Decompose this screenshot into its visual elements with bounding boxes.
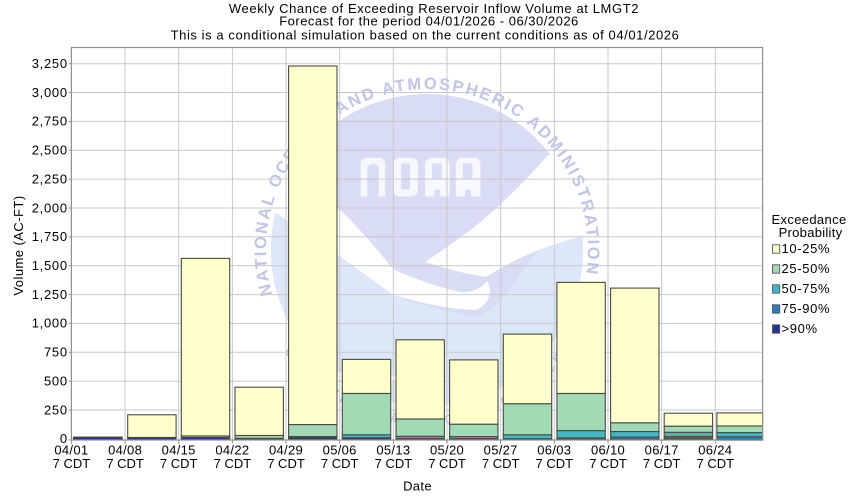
svg-text:500: 500 [44, 374, 68, 389]
svg-text:7 CDT: 7 CDT [482, 456, 520, 471]
svg-text:1,000: 1,000 [32, 316, 68, 331]
svg-text:250: 250 [44, 402, 68, 417]
svg-text:750: 750 [44, 345, 68, 360]
svg-text:Volume (AC-FT): Volume (AC-FT) [11, 195, 26, 295]
svg-text:7 CDT: 7 CDT [697, 456, 735, 471]
svg-text:04/08: 04/08 [108, 443, 142, 458]
svg-text:Exceedance: Exceedance [771, 212, 846, 227]
svg-text:7 CDT: 7 CDT [106, 456, 144, 471]
svg-text:04/15: 04/15 [162, 443, 196, 458]
svg-text:2,750: 2,750 [32, 114, 68, 129]
svg-text:Date: Date [403, 479, 432, 494]
svg-text:04/01: 04/01 [54, 443, 88, 458]
svg-text:Forecast for the period 04/01/: Forecast for the period 04/01/2026 - 06/… [279, 14, 579, 29]
svg-text:>90%: >90% [782, 321, 818, 336]
svg-text:04/22: 04/22 [215, 443, 249, 458]
svg-text:7 CDT: 7 CDT [267, 456, 305, 471]
svg-text:2,000: 2,000 [32, 200, 68, 215]
svg-text:1,750: 1,750 [32, 229, 68, 244]
svg-text:7 CDT: 7 CDT [428, 456, 466, 471]
svg-text:2,500: 2,500 [32, 143, 68, 158]
svg-text:06/17: 06/17 [645, 443, 679, 458]
svg-text:05/06: 05/06 [323, 443, 357, 458]
svg-text:7 CDT: 7 CDT [589, 456, 627, 471]
svg-text:50-75%: 50-75% [782, 281, 831, 296]
svg-text:Probability: Probability [779, 225, 843, 240]
svg-text:This is a conditional simulati: This is a conditional simulation based o… [171, 27, 680, 42]
svg-text:7 CDT: 7 CDT [375, 456, 413, 471]
svg-text:06/10: 06/10 [591, 443, 625, 458]
svg-text:04/29: 04/29 [269, 443, 303, 458]
svg-text:7 CDT: 7 CDT [643, 456, 681, 471]
svg-text:05/20: 05/20 [430, 443, 464, 458]
svg-text:3,250: 3,250 [32, 56, 68, 71]
svg-text:75-90%: 75-90% [782, 301, 831, 316]
svg-text:2,250: 2,250 [32, 171, 68, 186]
svg-text:06/24: 06/24 [698, 443, 732, 458]
svg-text:3,000: 3,000 [32, 85, 68, 100]
svg-text:7 CDT: 7 CDT [536, 456, 574, 471]
svg-text:1,250: 1,250 [32, 287, 68, 302]
svg-text:1,500: 1,500 [32, 258, 68, 273]
svg-text:05/27: 05/27 [484, 443, 518, 458]
svg-text:05/13: 05/13 [376, 443, 410, 458]
svg-text:7 CDT: 7 CDT [160, 456, 198, 471]
svg-text:Weekly Chance of Exceeding Res: Weekly Chance of Exceeding Reservoir Inf… [229, 1, 639, 16]
svg-text:25-50%: 25-50% [782, 261, 831, 276]
svg-text:10-25%: 10-25% [782, 241, 831, 256]
svg-text:7 CDT: 7 CDT [214, 456, 252, 471]
svg-text:0: 0 [60, 431, 68, 446]
svg-text:06/03: 06/03 [537, 443, 571, 458]
svg-text:7 CDT: 7 CDT [53, 456, 91, 471]
svg-text:7 CDT: 7 CDT [321, 456, 359, 471]
